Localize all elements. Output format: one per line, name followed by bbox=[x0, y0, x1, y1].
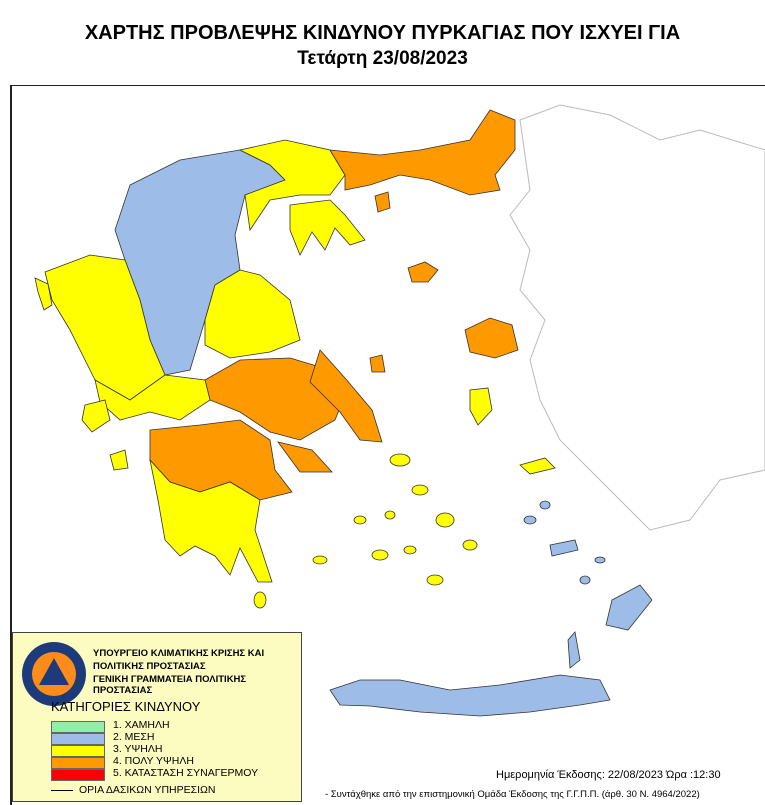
map-frame bbox=[10, 85, 765, 805]
swatch-high bbox=[51, 745, 105, 757]
swatch-alarm bbox=[51, 769, 105, 781]
island-chios-high bbox=[469, 387, 493, 426]
island-kos-medium bbox=[549, 539, 579, 557]
island-kefalonia-high bbox=[81, 399, 111, 433]
island-corfu-high bbox=[34, 277, 53, 311]
ministry-line-1: ΥΠΟΥΡΓΕΙΟ ΚΛΙΜΑΤΙΚΗΣ ΚΡΙΣΗΣ ΚΑΙ bbox=[93, 648, 265, 659]
region-west-greece-high bbox=[94, 374, 211, 421]
island-skyros-very-high bbox=[369, 354, 386, 373]
region-attica-very-high bbox=[277, 441, 333, 473]
island-crete-medium bbox=[329, 674, 611, 717]
island-limnos-very-high bbox=[407, 261, 439, 283]
island-thasos-very-high bbox=[374, 191, 391, 213]
region-central-greece-very-high bbox=[204, 357, 346, 441]
island-lesvos-very-high bbox=[464, 317, 519, 359]
boundary-line-symbol bbox=[51, 790, 73, 791]
turkey-coastline bbox=[509, 104, 765, 531]
label-very-high: 4. ΠΟΛΥ ΥΨΗΛΗ bbox=[113, 755, 194, 767]
island-rhodes-medium bbox=[605, 584, 653, 631]
region-chalkidiki-high bbox=[289, 199, 366, 256]
label-low: 1. ΧΑΜΗΛΗ bbox=[113, 719, 170, 731]
credit-note: - Συντάχθηκε από την επιστημονική Ομάδα … bbox=[325, 789, 700, 800]
boundary-label: ΟΡΙΑ ΔΑΣΙΚΩΝ ΥΠΗΡΕΣΙΩΝ bbox=[79, 784, 216, 796]
swatch-medium bbox=[51, 733, 105, 745]
label-alarm: 5. ΚΑΤΑΣΤΑΣΗ ΣΥΝΑΓΕΡΜΟΥ bbox=[113, 767, 259, 779]
map-title: ΧΑΡΤΗΣ ΠΡΟΒΛΕΨΗΣ ΚΙΝΔΥΝΟΥ ΠΥΡΚΑΓΙΑΣ ΠΟΥ … bbox=[84, 22, 681, 44]
region-south-peloponnese-high bbox=[149, 458, 273, 583]
dodecanese-islands-medium bbox=[523, 500, 606, 585]
label-medium: 2. ΜΕΣΗ bbox=[113, 731, 155, 743]
region-euboea-very-high bbox=[309, 349, 383, 443]
island-zakynthos-high bbox=[109, 449, 129, 471]
legend-box: ΥΠΟΥΡΓΕΙΟ ΚΛΙΜΑΤΙΚΗΣ ΚΡΙΣΗΣ ΚΑΙ ΠΟΛΙΤΙΚΗ… bbox=[12, 632, 302, 802]
ministry-line-2: ΠΟΛΙΤΙΚΗΣ ΠΡΟΣΤΑΣΙΑΣ bbox=[93, 661, 206, 672]
civil-protection-logo bbox=[22, 642, 86, 706]
issue-date: Ημερομηνία Έκδοσης: 22/08/2023 Ώρα :12:3… bbox=[496, 769, 721, 781]
ministry-line-3: ΓΕΝΙΚΗ ΓΡΑΜΜΑΤΕΙΑ ΠΟΛΙΤΙΚΗΣ ΠΡΟΣΤΑΣΙΑΣ bbox=[93, 674, 247, 696]
region-thessaly-high bbox=[204, 269, 301, 359]
swatch-low bbox=[51, 721, 105, 733]
label-high: 3. ΥΨΗΛΗ bbox=[113, 743, 163, 755]
island-samos-high bbox=[519, 457, 556, 475]
region-thrace-very-high bbox=[329, 109, 516, 196]
legend-title: ΚΑΤΗΓΟΡΙΕΣ ΚΙΝΔΥΝΟΥ bbox=[51, 699, 201, 714]
region-central-macedonia-high bbox=[238, 139, 346, 232]
swatch-very-high bbox=[51, 757, 105, 769]
cyclades-islands-high bbox=[253, 453, 478, 609]
map-date: Τετάρτη 23/08/2023 bbox=[297, 48, 468, 69]
island-karpathos-medium bbox=[567, 631, 581, 669]
